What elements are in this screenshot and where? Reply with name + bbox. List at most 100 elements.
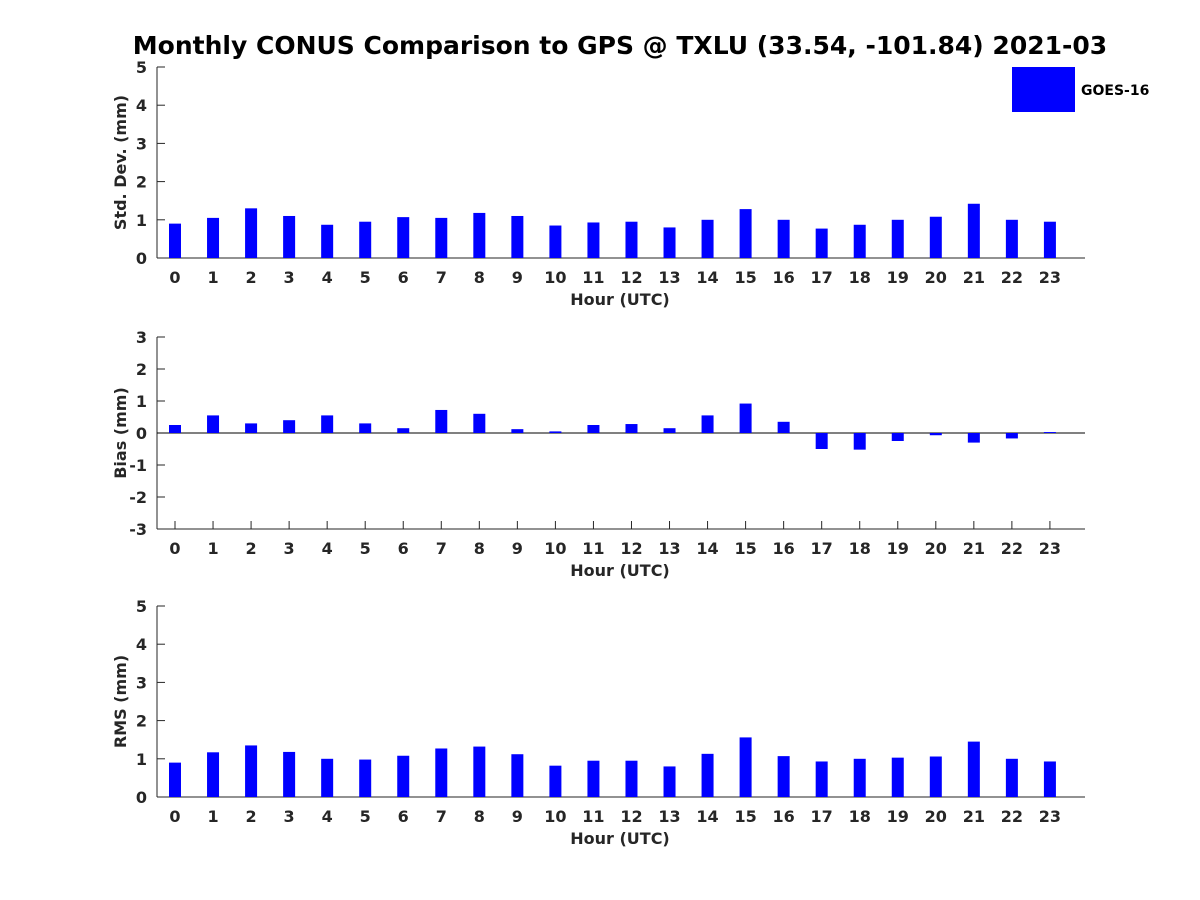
x-axis-label: Hour (UTC) [570,829,670,848]
bar-hour-14 [701,753,714,797]
bar-hour-1 [207,217,220,258]
x-tick-label: 10 [544,268,566,287]
y-tick-label: 5 [136,597,147,616]
x-tick-label: 15 [734,268,756,287]
x-tick-label: 8 [474,539,485,558]
x-tick-label: 16 [773,539,795,558]
x-axis-label: Hour (UTC) [570,561,670,580]
y-axis-label: Std. Dev. (mm) [111,95,130,230]
bar-hour-2 [245,423,258,433]
bar-hour-23 [1043,221,1056,258]
y-tick-label: 2 [136,712,147,731]
x-tick-label: 4 [322,807,333,826]
x-tick-label: 19 [887,539,909,558]
x-tick-label: 11 [582,268,604,287]
bar-hour-20 [929,756,942,797]
x-tick-label: 10 [544,539,566,558]
x-tick-label: 6 [398,539,409,558]
y-tick-label: 3 [136,134,147,153]
y-tick-label: 2 [136,173,147,192]
x-tick-label: 23 [1039,539,1061,558]
bar-hour-2 [245,208,258,258]
bar-hour-8 [473,746,486,797]
bar-hour-6 [397,217,410,258]
bar-hour-4 [321,224,334,258]
y-tick-label: 3 [136,328,147,347]
bar-hour-21 [967,433,980,443]
x-tick-label: 3 [284,268,295,287]
x-tick-label: 7 [436,268,447,287]
x-tick-label: 14 [696,807,718,826]
x-tick-label: 18 [849,539,871,558]
x-tick-label: 20 [925,268,947,287]
x-tick-label: 4 [322,539,333,558]
bar-hour-5 [359,759,372,797]
bar-hour-7 [435,748,448,797]
bar-hour-9 [511,215,524,258]
bar-hour-6 [397,755,410,797]
bar-hour-8 [473,212,486,258]
x-tick-label: 22 [1001,539,1023,558]
x-tick-label: 9 [512,539,523,558]
bar-hour-17 [815,433,828,449]
x-tick-label: 2 [246,268,257,287]
bar-hour-19 [891,219,904,258]
y-tick-label: 2 [136,360,147,379]
y-axis-label: Bias (mm) [111,387,130,479]
x-tick-label: 7 [436,539,447,558]
bar-hour-12 [625,221,638,258]
y-tick-label: 5 [136,58,147,77]
x-tick-label: 13 [658,539,680,558]
x-tick-label: 16 [773,807,795,826]
x-tick-label: 9 [512,807,523,826]
x-tick-label: 20 [925,807,947,826]
x-tick-label: 22 [1001,807,1023,826]
x-tick-label: 9 [512,268,523,287]
bar-hour-7 [435,409,448,433]
x-tick-label: 10 [544,807,566,826]
x-tick-label: 15 [734,539,756,558]
bar-hour-13 [663,428,676,433]
bar-hour-22 [1005,433,1018,439]
bar-hour-21 [967,203,980,258]
x-tick-label: 23 [1039,268,1061,287]
x-tick-label: 11 [582,539,604,558]
bar-hour-0 [169,425,181,433]
y-tick-label: 1 [136,211,147,230]
bar-hour-8 [473,413,486,433]
x-tick-label: 6 [398,807,409,826]
x-tick-label: 1 [207,268,218,287]
x-tick-label: 13 [658,268,680,287]
bar-hour-17 [815,761,828,797]
bar-hour-23 [1043,432,1056,433]
x-tick-label: 21 [963,539,985,558]
x-tick-label: 13 [658,807,680,826]
bar-hour-4 [321,415,334,433]
x-tick-label: 19 [887,268,909,287]
bar-hour-12 [625,760,638,797]
legend: GOES-16 [1012,67,1149,112]
bar-hour-15 [739,737,752,797]
bar-hour-2 [245,745,258,797]
x-tick-label: 12 [620,807,642,826]
bar-hour-22 [1005,758,1018,797]
x-tick-label: 5 [360,807,371,826]
bar-hour-12 [625,424,638,433]
x-tick-label: 18 [849,807,871,826]
bar-hour-22 [1005,219,1018,258]
bar-hour-11 [587,425,600,433]
x-tick-label: 15 [734,807,756,826]
chart-title: Monthly CONUS Comparison to GPS @ TXLU (… [133,31,1107,60]
x-tick-label: 22 [1001,268,1023,287]
x-tick-label: 0 [169,807,180,826]
x-tick-label: 5 [360,268,371,287]
bar-hour-5 [359,221,372,258]
x-tick-label: 17 [811,807,833,826]
x-tick-label: 16 [773,268,795,287]
x-tick-label: 20 [925,539,947,558]
x-tick-label: 17 [811,268,833,287]
bar-hour-20 [929,216,942,258]
